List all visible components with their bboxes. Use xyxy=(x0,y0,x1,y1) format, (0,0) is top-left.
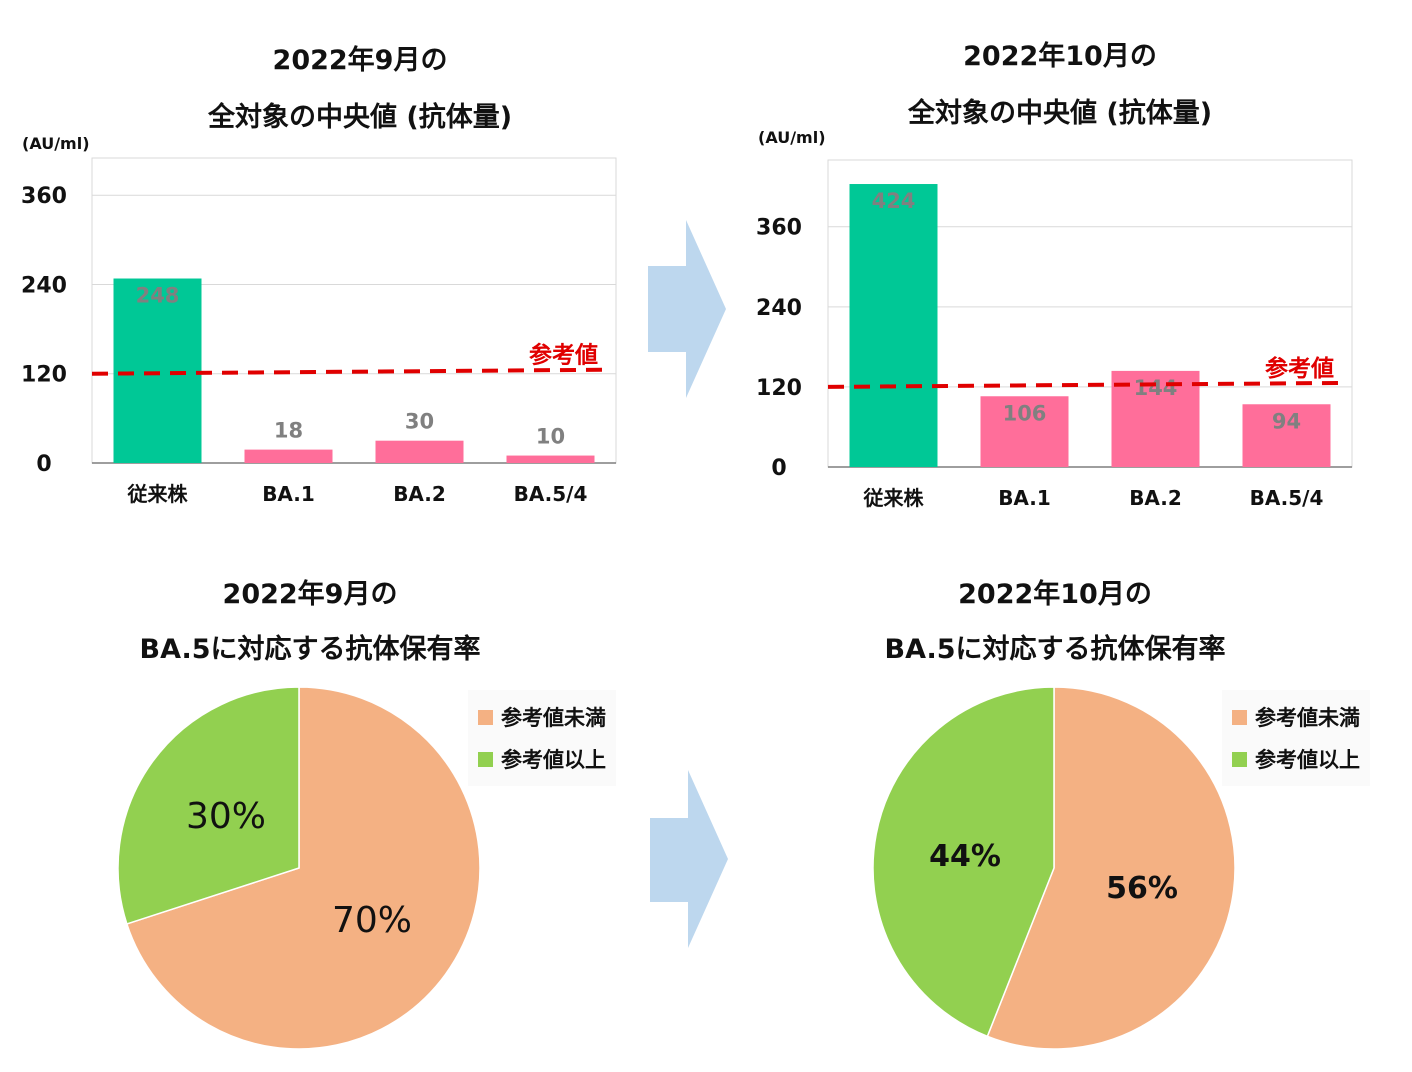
data-label: 106 xyxy=(1003,401,1047,425)
reference-label: 参考値 xyxy=(529,342,598,369)
x-tick-label: 従来株 xyxy=(127,482,189,506)
data-label: 144 xyxy=(1134,376,1178,400)
data-label: 30 xyxy=(405,410,434,434)
bar-chart-sep-title-line2: 全対象の中央値 (抗体量) xyxy=(207,102,513,133)
y-tick-label: 240 xyxy=(21,273,67,298)
bar-BA.2 xyxy=(1111,370,1200,467)
y-tick-label: 360 xyxy=(21,184,67,209)
pie-slice-参考値未満 xyxy=(125,686,481,1050)
legend-label-above: 参考値以上 xyxy=(501,748,606,772)
bar-BA.2 xyxy=(375,440,464,463)
bar-従来株 xyxy=(113,278,202,463)
data-label: 248 xyxy=(136,284,180,308)
y-tick-label: 120 xyxy=(21,363,67,388)
pie-data-label: 44% xyxy=(929,839,1001,874)
bar-chart-oct-title-line2: 全対象の中央値 (抗体量) xyxy=(907,98,1213,129)
x-tick-label: BA.1 xyxy=(998,486,1051,510)
y-tick-label: 0 xyxy=(36,452,51,477)
data-label: 18 xyxy=(274,419,303,443)
bar-chart-oct-unit: (AU/ml) xyxy=(758,128,826,147)
legend-label-below: 参考値未満 xyxy=(501,706,606,730)
legend-swatch-below xyxy=(478,709,493,725)
x-tick-label: 従来株 xyxy=(863,486,925,510)
legend-swatch-above xyxy=(478,751,493,767)
legend-label-above: 参考値以上 xyxy=(1255,748,1360,772)
pie-chart-oct-title-line2: BA.5に対応する抗体保有率 xyxy=(884,634,1226,665)
legend-item-above: 参考値以上 xyxy=(1232,738,1360,780)
reference-label: 参考値 xyxy=(1265,355,1334,382)
pie-slice-参考値以上 xyxy=(872,686,1055,1038)
bar-BA.5/4 xyxy=(506,455,595,463)
data-label: 10 xyxy=(536,425,565,449)
bar-chart-oct-title: 2022年10月の 全対象の中央値 (抗体量) xyxy=(810,28,1310,142)
bar-chart-sep-title: 2022年9月の 全対象の中央値 (抗体量) xyxy=(110,32,610,146)
right-arrow-icon-top xyxy=(648,220,726,398)
bar-BA.5/4 xyxy=(1242,404,1331,467)
bar-chart-sep-title-line1: 2022年9月の xyxy=(272,45,448,76)
data-label: 424 xyxy=(872,189,916,213)
x-tick-label: BA.2 xyxy=(1129,486,1182,510)
right-arrow-icon-bottom xyxy=(650,770,728,948)
pie-chart-sep-title-line2: BA.5に対応する抗体保有率 xyxy=(139,634,481,665)
bar-chart-oct-title-line1: 2022年10月の xyxy=(963,41,1157,72)
pie-data-label: 70% xyxy=(332,900,412,941)
reference-line xyxy=(827,380,1345,389)
pie-chart-oct-title-line1: 2022年10月の xyxy=(958,579,1152,610)
x-tick-label: BA.2 xyxy=(393,482,446,506)
pie-slice-参考値以上 xyxy=(117,686,300,925)
pie-chart-oct-legend: 参考値未満 参考値以上 xyxy=(1222,690,1370,786)
reference-line xyxy=(91,367,609,376)
pie-slice-参考値未満 xyxy=(986,686,1236,1050)
bar-BA.1 xyxy=(980,396,1069,467)
legend-item-below: 参考値未満 xyxy=(1232,696,1360,738)
data-label: 94 xyxy=(1272,409,1301,433)
legend-item-below: 参考値未満 xyxy=(478,696,606,738)
y-tick-label: 240 xyxy=(756,296,802,321)
pie-chart-sep-title: 2022年9月の BA.5に対応する抗体保有率 xyxy=(60,567,560,677)
legend-swatch-above xyxy=(1232,751,1247,767)
legend-label-below: 参考値未満 xyxy=(1255,706,1360,730)
pie-chart-sep-legend: 参考値未満 参考値以上 xyxy=(468,690,616,786)
legend-item-above: 参考値以上 xyxy=(478,738,606,780)
legend-swatch-below xyxy=(1232,709,1247,725)
bar-chart-sep-unit: (AU/ml) xyxy=(22,134,90,153)
x-tick-label: BA.5/4 xyxy=(514,482,588,506)
pie-data-label: 56% xyxy=(1106,871,1178,906)
x-tick-label: BA.1 xyxy=(262,482,315,506)
x-tick-label: BA.5/4 xyxy=(1250,486,1324,510)
y-tick-label: 360 xyxy=(756,216,802,241)
pie-chart-sep-title-line1: 2022年9月の xyxy=(222,579,398,610)
y-tick-label: 120 xyxy=(756,376,802,401)
pie-data-label: 30% xyxy=(186,796,266,837)
bar-従来株 xyxy=(849,184,938,467)
pie-chart-oct-title: 2022年10月の BA.5に対応する抗体保有率 xyxy=(805,567,1305,677)
y-tick-label: 0 xyxy=(771,456,786,481)
bar-BA.1 xyxy=(244,449,333,463)
